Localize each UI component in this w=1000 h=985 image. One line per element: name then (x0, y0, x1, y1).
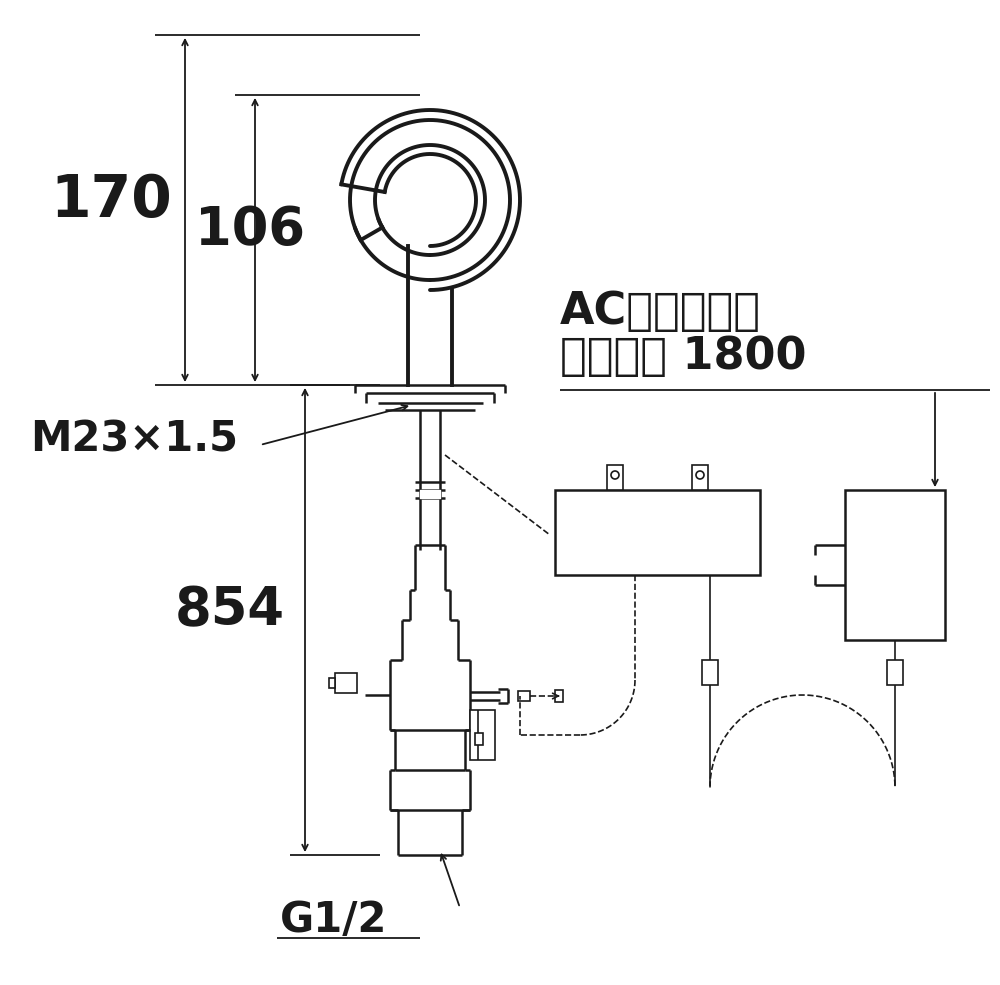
Text: M23×1.5: M23×1.5 (30, 419, 238, 461)
Circle shape (611, 471, 619, 479)
Bar (887, 660, 903, 685)
Bar (692, 465, 708, 490)
Bar (475, 733, 483, 745)
Text: G1/2: G1/2 (280, 899, 387, 941)
Bar (555, 490, 760, 575)
Bar (518, 691, 530, 701)
Bar (555, 690, 563, 702)
Text: 170: 170 (50, 171, 172, 229)
Text: コード長 1800: コード長 1800 (560, 335, 806, 378)
Bar (702, 660, 718, 685)
Bar (335, 673, 357, 693)
Bar (607, 465, 623, 490)
Text: ACアダプター: ACアダプター (560, 290, 761, 333)
Text: 854: 854 (175, 584, 285, 636)
Circle shape (696, 471, 704, 479)
Bar (329, 678, 335, 688)
Text: 106: 106 (195, 204, 305, 256)
Bar (470, 710, 495, 760)
Bar (845, 490, 945, 640)
